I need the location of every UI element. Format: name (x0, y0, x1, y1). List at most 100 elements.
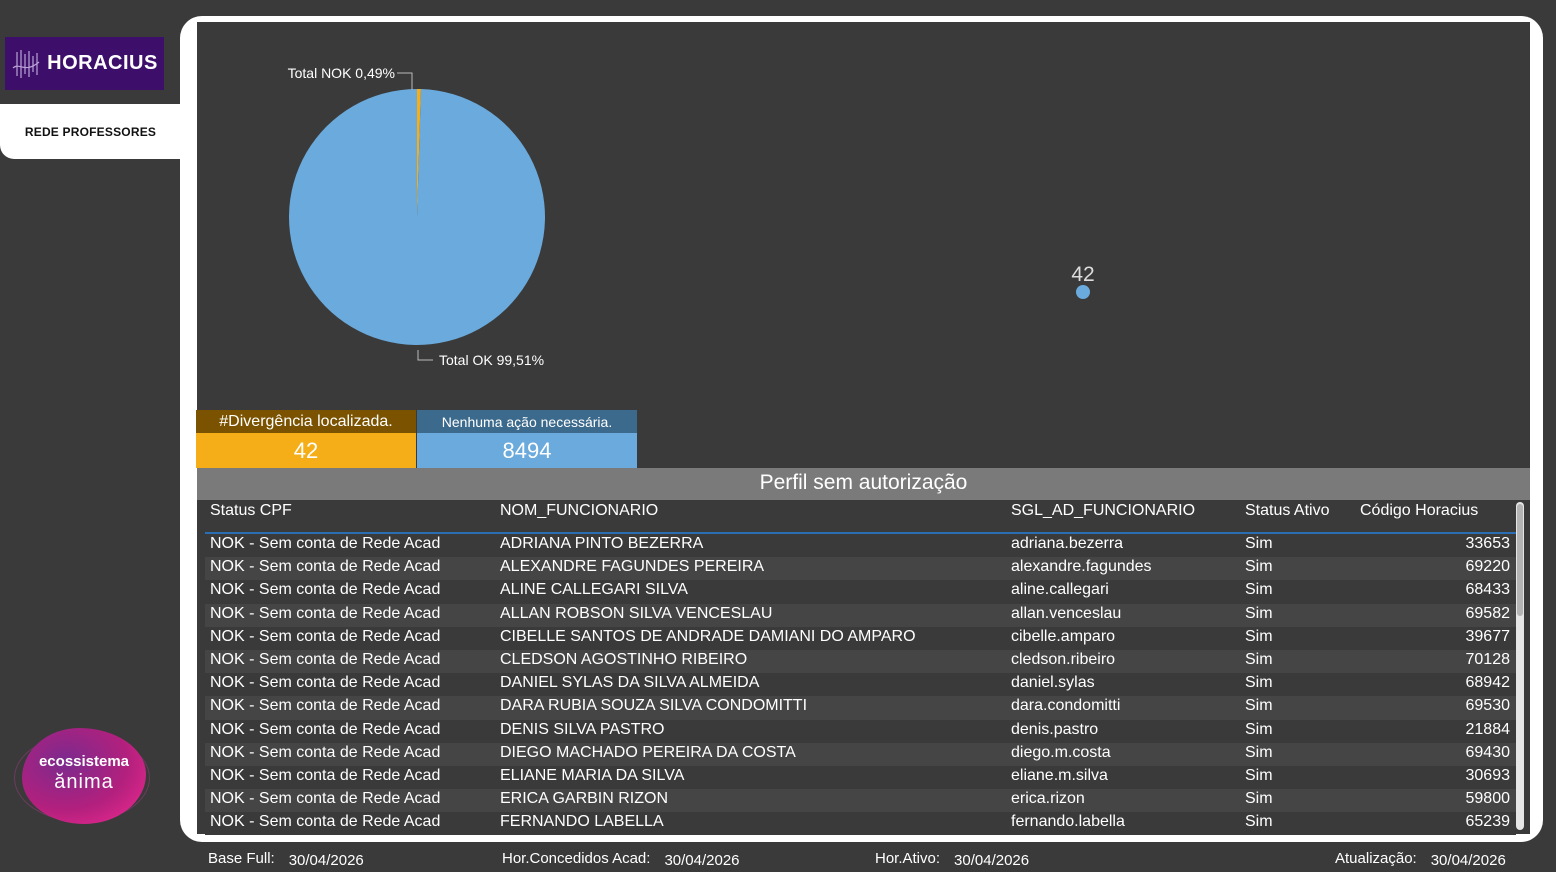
pie-label-nok: Total NOK 0,49% (288, 65, 395, 81)
kpi-nenhuma-acao-value: 8494 (417, 433, 637, 468)
scatter-point-label: 42 (1071, 263, 1094, 286)
cell-codigo-horacius: 68433 (1465, 581, 1511, 599)
nav-item-rede-professores[interactable]: REDE PROFESSORES (0, 104, 181, 159)
cell-nom-funcionario: CIBELLE SANTOS DE ANDRADE DAMIANI DO AMP… (500, 627, 916, 645)
scatter-point[interactable] (1076, 285, 1090, 299)
cell-status-cpf: NOK - Sem conta de Rede Acad (210, 627, 441, 645)
table-row[interactable]: NOK - Sem conta de Rede Acad DENIS SILVA … (205, 719, 1516, 743)
cell-codigo-horacius: 65239 (1465, 813, 1511, 831)
cell-codigo-horacius: 30693 (1465, 766, 1511, 784)
footer-hor-ativo-value: 30/04/2026 (954, 852, 1030, 869)
table-row[interactable]: NOK - Sem conta de Rede Acad ELIANE MARIA… (205, 765, 1516, 790)
cell-sgl-ad-funcionario: adriana.bezerra (1011, 535, 1124, 552)
col-header-sgl-ad-funcionario[interactable]: SGL_AD_FUNCIONARIO (1011, 502, 1196, 519)
cell-codigo-horacius: 69530 (1465, 697, 1511, 715)
cell-sgl-ad-funcionario: denis.pastro (1011, 720, 1099, 738)
kpi-nenhuma-acao-label: Nenhuma ação necessária. (417, 410, 637, 433)
footer-base-full-value: 30/04/2026 (288, 852, 364, 869)
cell-status-ativo: Sim (1245, 558, 1273, 576)
cell-status-cpf: NOK - Sem conta de Rede Acad (210, 813, 441, 831)
logo-blob (22, 728, 146, 824)
cell-status-ativo: Sim (1245, 766, 1273, 784)
pie-slice-total-ok[interactable] (288, 89, 545, 345)
ecossistema-line2: ănima (54, 771, 114, 793)
table-row[interactable]: NOK - Sem conta de Rede Acad ALEXANDRE FA… (205, 557, 1516, 581)
cell-status-ativo: Sim (1245, 650, 1273, 668)
table-row[interactable]: NOK - Sem conta de Rede Acad CLEDSON AGOS… (205, 649, 1516, 674)
cell-status-cpf: NOK - Sem conta de Rede Acad (210, 604, 441, 622)
cell-status-ativo: Sim (1245, 674, 1273, 692)
nav-item-label: REDE PROFESSORES (24, 124, 157, 139)
cell-codigo-horacius: 59800 (1465, 790, 1511, 808)
col-header-status-ativo[interactable]: Status Ativo (1245, 502, 1330, 519)
footer-atualizacao-label: Atualização: (1335, 850, 1417, 867)
cell-nom-funcionario: CLEDSON AGOSTINHO RIBEIRO (500, 650, 748, 668)
pie-slice-total-nok[interactable] (417, 89, 421, 217)
cell-nom-funcionario: DENIS SILVA PASTRO (500, 720, 665, 738)
cell-status-cpf: NOK - Sem conta de Rede Acad (210, 720, 441, 738)
cell-status-cpf: NOK - Sem conta de Rede Acad (210, 766, 441, 784)
cell-sgl-ad-funcionario: daniel.sylas (1011, 674, 1095, 692)
table-scrollbar-thumb[interactable] (1517, 504, 1523, 616)
table-row[interactable]: NOK - Sem conta de Rede Acad ALINE CALLEG… (205, 580, 1516, 604)
table-body: NOK - Sem conta de Rede Acad ADRIANA PINT… (205, 534, 1516, 836)
kpi-divergencia-card[interactable]: #Divergência localizada. 42 (196, 410, 416, 468)
table-row[interactable]: NOK - Sem conta de Rede Acad FERNANDO LAB… (205, 812, 1516, 836)
col-header-nom-funcionario[interactable]: NOM_FUNCIONARIO (500, 502, 659, 519)
footer-hor-concedidos-value: 30/04/2026 (664, 852, 740, 869)
cell-codigo-horacius: 33653 (1465, 535, 1511, 552)
perfil-table: Perfil sem autorização Status CPF NOM_FU… (197, 468, 1530, 836)
cell-codigo-horacius: 21884 (1465, 720, 1511, 738)
table-scrollbar[interactable] (1516, 502, 1524, 830)
cell-codigo-horacius: 68942 (1465, 674, 1511, 692)
ecossistema-line1: ecossistema (38, 753, 130, 770)
cell-status-ativo: Sim (1245, 720, 1273, 738)
cell-nom-funcionario: DIEGO MACHADO PEREIRA DA COSTA (500, 743, 796, 761)
ok-leader-line (417, 350, 433, 361)
cell-nom-funcionario: DANIEL SYLAS DA SILVA ALMEIDA (500, 674, 760, 692)
status-pie-chart[interactable] (288, 89, 545, 345)
cell-status-ativo: Sim (1245, 790, 1273, 808)
cell-codigo-horacius: 39677 (1465, 627, 1511, 645)
table-row[interactable]: NOK - Sem conta de Rede Acad DIEGO MACHAD… (205, 742, 1516, 766)
col-header-codigo-horacius[interactable]: Código Horacius (1360, 502, 1479, 519)
footer-atualizacao-value: 30/04/2026 (1430, 852, 1506, 869)
cell-nom-funcionario: ERICA GARBIN RIZON (500, 790, 669, 808)
cell-status-cpf: NOK - Sem conta de Rede Acad (210, 790, 441, 808)
col-header-status-cpf[interactable]: Status CPF (210, 502, 292, 519)
footer-hor-ativo-label: Hor.Ativo: (875, 850, 941, 867)
brand-name: HORACIUS (47, 52, 158, 74)
table-title: Perfil sem autorização (197, 468, 1530, 500)
cell-codigo-horacius: 69430 (1465, 743, 1511, 761)
cell-sgl-ad-funcionario: allan.venceslau (1011, 604, 1122, 622)
cell-nom-funcionario: ELIANE MARIA DA SILVA (500, 766, 685, 784)
footer-hor-concedidos: Hor.Concedidos Acad: 30/04/2026 (502, 850, 740, 869)
charts-area: Total NOK 0,49% Total OK 99,51% 42 (288, 65, 1095, 368)
table-row[interactable]: NOK - Sem conta de Rede Acad DARA RUBIA S… (205, 696, 1516, 720)
cell-sgl-ad-funcionario: fernando.labella (1011, 813, 1125, 831)
cell-status-ativo: Sim (1245, 535, 1273, 552)
cell-codigo-horacius: 69220 (1465, 558, 1511, 576)
footer-hor-concedidos-label: Hor.Concedidos Acad: (502, 850, 651, 867)
cell-nom-funcionario: ALLAN ROBSON SILVA VENCESLAU (500, 604, 773, 622)
cell-status-ativo: Sim (1245, 697, 1273, 715)
cell-status-ativo: Sim (1245, 627, 1273, 645)
cell-status-cpf: NOK - Sem conta de Rede Acad (210, 697, 441, 715)
cell-status-ativo: Sim (1245, 604, 1273, 622)
nok-leader-line (397, 72, 413, 90)
cell-status-cpf: NOK - Sem conta de Rede Acad (210, 535, 441, 552)
table-row[interactable]: NOK - Sem conta de Rede Acad ALLAN ROBSON… (205, 603, 1516, 627)
table-row[interactable]: NOK - Sem conta de Rede Acad ERICA GARBIN… (205, 789, 1516, 813)
kpi-nenhuma-acao-card[interactable]: Nenhuma ação necessária. 8494 (417, 410, 637, 468)
cell-sgl-ad-funcionario: diego.m.costa (1011, 743, 1111, 761)
table-row[interactable]: NOK - Sem conta de Rede Acad ADRIANA PINT… (205, 534, 1516, 558)
cell-nom-funcionario: FERNANDO LABELLA (500, 813, 664, 831)
cell-status-cpf: NOK - Sem conta de Rede Acad (210, 674, 441, 692)
horacius-logo-icon (12, 49, 40, 78)
cell-codigo-horacius: 70128 (1465, 650, 1511, 668)
table-row[interactable]: NOK - Sem conta de Rede Acad CIBELLE SANT… (205, 626, 1516, 650)
table-row[interactable]: NOK - Sem conta de Rede Acad DANIEL SYLAS… (205, 673, 1516, 697)
table-header: Status CPF NOM_FUNCIONARIO SGL_AD_FUNCIO… (205, 500, 1516, 534)
cell-status-ativo: Sim (1245, 581, 1273, 599)
cell-codigo-horacius: 69582 (1465, 604, 1511, 622)
